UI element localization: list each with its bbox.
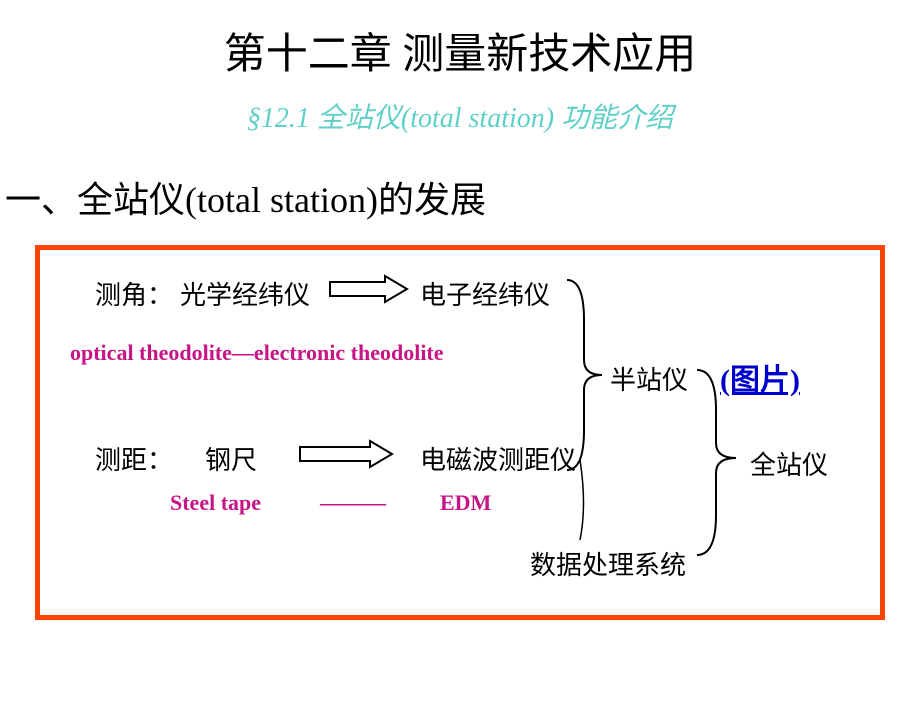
data-processing: 数据处理系统: [530, 545, 686, 582]
annotation-edm: EDM: [440, 490, 491, 516]
connector-line: [575, 455, 595, 545]
annotation-theodolite: optical theodolite—electronic theodolite: [70, 340, 444, 366]
chapter-title: 第十二章 测量新技术应用: [0, 20, 920, 81]
section-cn1: 全站仪: [317, 103, 401, 134]
row2-from: 钢尺: [205, 440, 257, 477]
section-en: (total station): [401, 103, 561, 134]
row2-label: 测距：: [95, 440, 173, 477]
brace-icon: [562, 275, 612, 475]
brace-icon: [692, 365, 747, 565]
section-prefix: §12.1: [247, 103, 317, 134]
diagram-box: 测角： 光学经纬仪 电子经纬仪 optical theodolite—elect…: [35, 245, 885, 620]
row1-to: 电子经纬仪: [420, 275, 550, 312]
diagram-inner: 测角： 光学经纬仪 电子经纬仪 optical theodolite—elect…: [40, 250, 880, 615]
row1-label: 测角：: [95, 275, 173, 312]
section-title: §12.1 全站仪(total station) 功能介绍: [0, 96, 920, 136]
row1-from: 光学经纬仪: [180, 275, 310, 312]
row2-to: 电磁波测距仪: [420, 440, 576, 477]
result-total-station: 全站仪: [750, 445, 828, 482]
annotation-steel: Steel tape: [170, 490, 261, 516]
section-cn2: 功能介绍: [561, 103, 673, 134]
dash-line: ———: [320, 490, 386, 516]
heading-development: 一、全站仪(total station)的发展: [5, 171, 920, 223]
arrow-icon: [325, 272, 415, 306]
result-half-station: 半站仪: [610, 360, 688, 397]
arrow-icon: [295, 437, 405, 471]
